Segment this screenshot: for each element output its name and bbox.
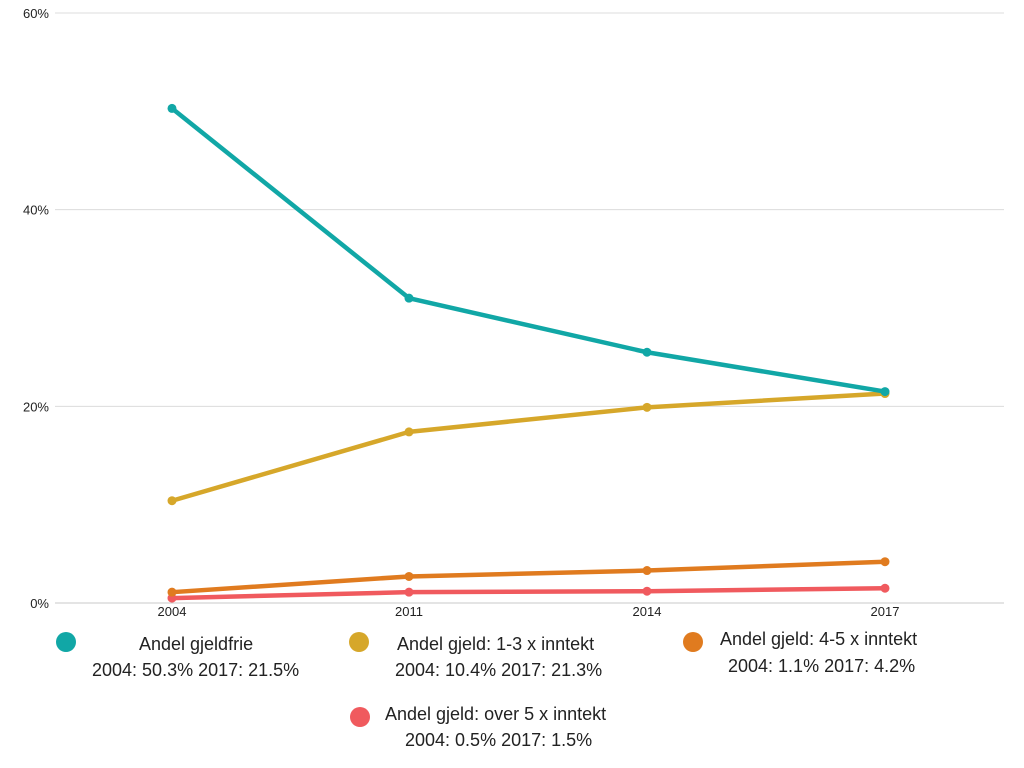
y-tick-label: 40% [23,203,49,218]
legend-dot-gjeld-over-5 [350,707,370,727]
series-1-point[interactable] [404,427,414,437]
series-1-point[interactable] [642,402,652,412]
legend-values: 2004: 0.5% 2017: 1.5% [405,730,593,750]
legend-values: 2004: 1.1% 2017: 4.2% [728,656,916,676]
legend-label: Andel gjeld: over 5 x inntekt [385,704,607,724]
legend-label: Andel gjeldfrie [139,634,254,654]
legend-values: 2004: 50.3% 2017: 21.5% [92,660,300,680]
series-2-point[interactable] [404,571,414,581]
series-2-point[interactable] [167,587,177,597]
legend-values: 2004: 10.4% 2017: 21.3% [395,660,603,680]
y-tick-label: 60% [23,6,49,21]
x-tick-label: 2004 [158,604,187,619]
series-3-point[interactable] [642,586,652,596]
series-0-point[interactable] [880,387,890,397]
series-2 [167,557,890,597]
series-0-point[interactable] [404,293,414,303]
series-3-line [169,586,888,601]
legend-dot-gjeldfrie [56,632,76,652]
series-3-point[interactable] [404,587,414,597]
series-2-point[interactable] [880,557,890,567]
series-0-point[interactable] [642,347,652,357]
x-tick-label: 2014 [633,604,662,619]
x-tick-label: 2011 [395,604,423,619]
legend-label: Andel gjeld: 4-5 x inntekt [720,629,918,649]
series-2-point[interactable] [642,566,652,576]
legend-label: Andel gjeld: 1-3 x inntekt [397,634,595,654]
series-0-point[interactable] [167,103,177,113]
line-chart: 0% 20% 40% 60% 2004 2011 2014 2017 [23,6,1004,619]
series-1-point[interactable] [167,496,177,506]
legend-dot-gjeld-4-5 [683,632,703,652]
y-tick-label: 20% [23,399,49,414]
series-0 [167,103,890,397]
legend-dot-gjeld-1-3 [349,632,369,652]
series-0-line [169,106,888,394]
series-2-line [169,559,888,595]
x-tick-label: 2017 [871,604,900,619]
y-tick-label: 0% [30,596,49,611]
series-3-point[interactable] [880,583,890,593]
series-1-line [169,391,888,503]
